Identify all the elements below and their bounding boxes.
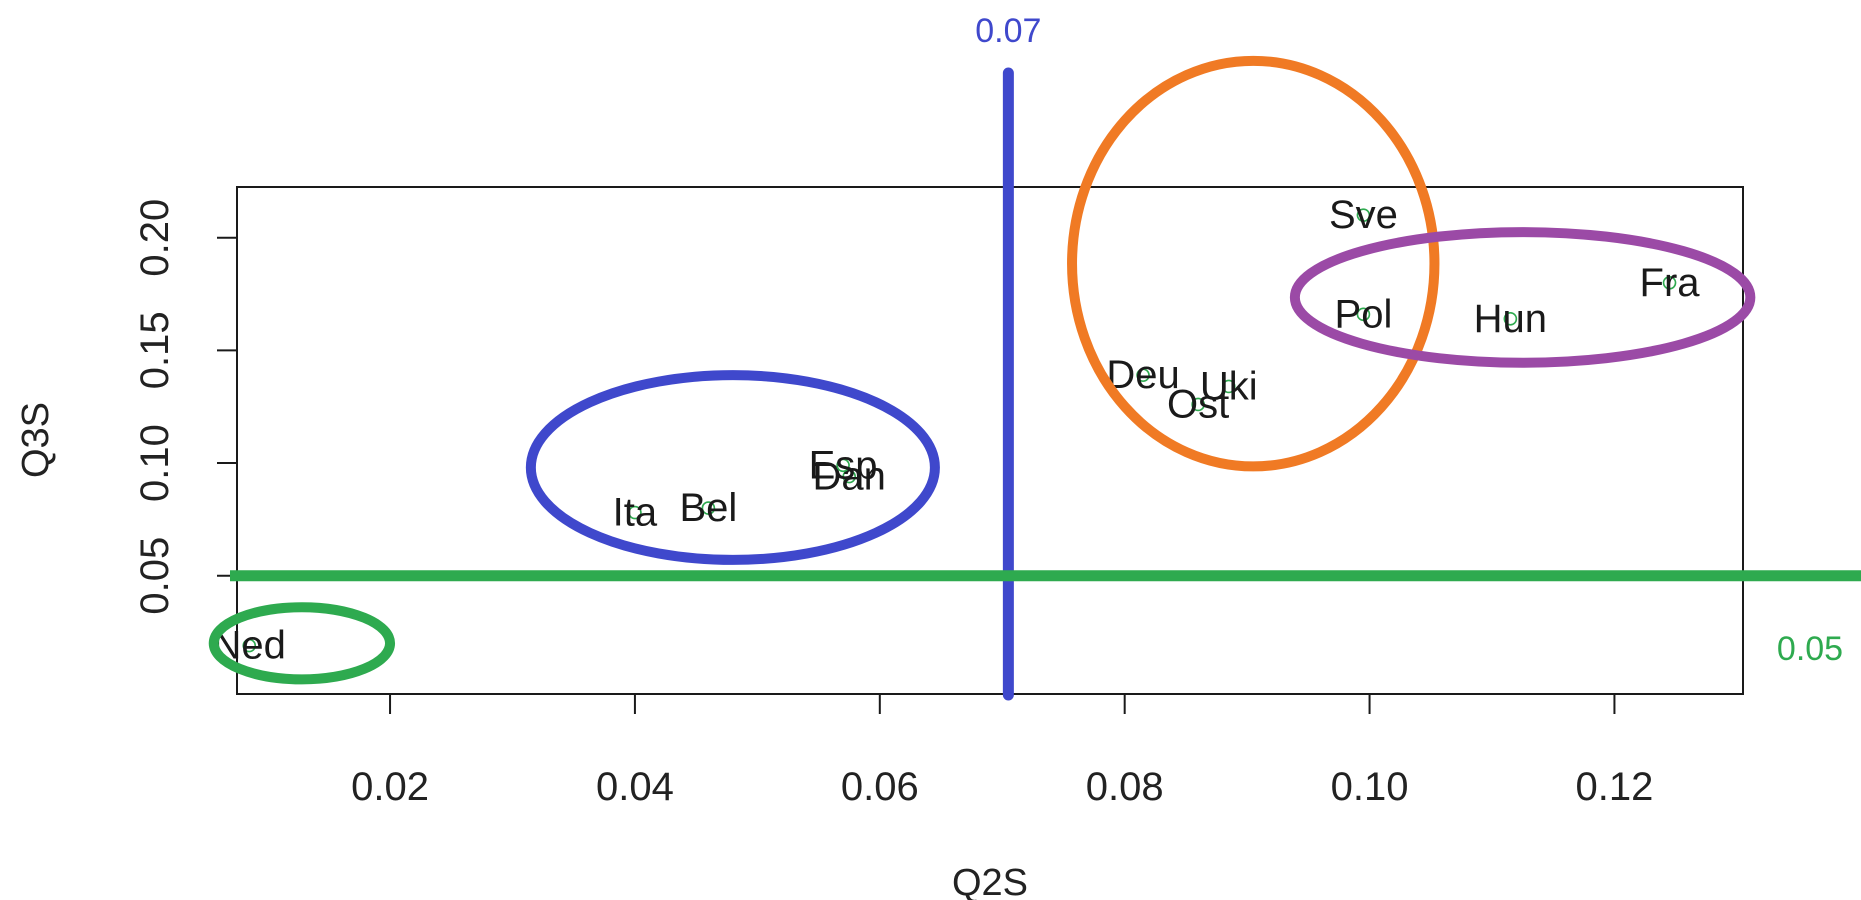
data-point: [1191, 397, 1205, 412]
x-axis: 0.02 0.04 0.06 0.08 0.10 0.12: [351, 693, 1654, 809]
data-point: [1136, 368, 1150, 382]
point-label: Uki: [1200, 364, 1258, 408]
cluster-ellipse: [1289, 227, 1756, 368]
point-label: Deu: [1106, 353, 1179, 397]
point-label: Fra: [1640, 261, 1701, 305]
x-tick-label: 0.10: [1331, 765, 1409, 809]
point-label: Dan: [812, 455, 885, 499]
horizontal-reference-label: 0.05: [1777, 630, 1843, 668]
point-label: Esp: [809, 443, 878, 487]
y-axis: 0.05 0.10 0.15 0.20: [133, 199, 238, 615]
x-tick-label: 0.08: [1086, 765, 1164, 809]
cluster-ellipse: [525, 370, 940, 565]
data-point: [836, 458, 850, 473]
data-point: [1356, 208, 1371, 222]
point-label: Hun: [1474, 297, 1547, 341]
reference-lines: 0.07 0.05: [230, 12, 1861, 701]
vertical-reference-label: 0.07: [975, 12, 1041, 50]
x-tick-label: 0.04: [596, 765, 674, 809]
data-point: [1356, 307, 1371, 322]
data-point: [842, 469, 856, 484]
point-label: Sve: [1329, 193, 1398, 237]
x-tick-label: 0.06: [841, 765, 919, 809]
data-point: [628, 505, 642, 520]
data-point: [1503, 312, 1518, 326]
point-label: Ita: [613, 491, 658, 535]
x-axis-label: Q2S: [952, 862, 1028, 900]
cluster-ellipse: [1067, 55, 1440, 472]
data-point: [1221, 379, 1236, 394]
data-point: [701, 501, 716, 515]
x-tick-label: 0.12: [1576, 765, 1654, 809]
point-label: Bel: [679, 486, 737, 530]
cluster-ellipses: [208, 55, 1756, 685]
point-label: Pol: [1335, 292, 1393, 336]
plot-box: [236, 186, 1744, 695]
data-point: [242, 638, 257, 653]
data-point: [1662, 275, 1677, 290]
y-tick-label: 0.20: [133, 199, 177, 277]
x-tick-label: 0.02: [351, 765, 429, 809]
point-label: Ost: [1167, 382, 1229, 426]
cluster-ellipse: [208, 602, 396, 685]
y-tick-label: 0.15: [133, 311, 177, 389]
y-axis-label: Q3S: [15, 402, 57, 478]
y-tick-label: 0.05: [133, 537, 177, 615]
y-tick-label: 0.10: [133, 424, 177, 502]
